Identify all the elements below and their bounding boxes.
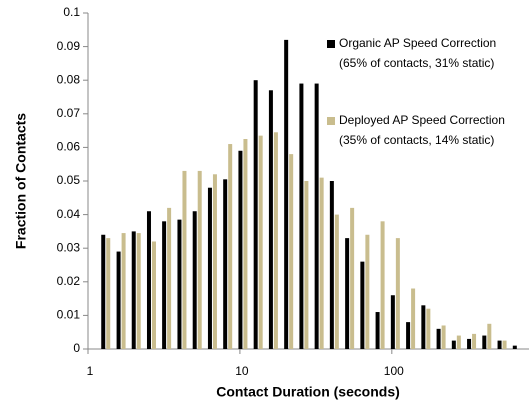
x-tick-label: 1 — [87, 364, 94, 378]
y-tick-label: 0.01 — [57, 308, 81, 322]
bar — [273, 132, 278, 349]
y-axis-title: Fraction of Contacts — [13, 113, 29, 249]
bar — [177, 219, 182, 349]
bar — [319, 177, 324, 349]
bar — [268, 90, 273, 349]
bar — [345, 238, 350, 349]
bar — [456, 335, 461, 349]
bar — [411, 288, 416, 349]
bar — [131, 231, 136, 349]
y-tick-label: 0.05 — [57, 173, 81, 187]
x-tick-label: 10 — [235, 364, 249, 378]
y-tick-label: 0.06 — [57, 140, 81, 154]
y-tick-label: 0.1 — [63, 5, 80, 19]
bar — [426, 308, 431, 349]
bar — [487, 323, 492, 349]
bar — [436, 328, 441, 349]
bar — [238, 150, 243, 349]
bar — [192, 211, 197, 349]
bar — [223, 179, 228, 349]
bar — [101, 234, 106, 349]
y-tick-label: 0.04 — [57, 207, 81, 221]
legend-label: Organic AP Speed Correction — [339, 36, 496, 50]
y-tick-label: 0.02 — [57, 274, 81, 288]
legend-subtitle: (35% of contacts, 14% static) — [339, 133, 494, 147]
y-tick-label: 0 — [73, 341, 80, 355]
x-axis-title: Contact Duration (seconds) — [216, 384, 400, 400]
bar — [106, 238, 111, 349]
y-tick-label: 0.07 — [57, 106, 81, 120]
bar — [365, 234, 370, 349]
x-tick-label: 100 — [384, 364, 404, 378]
bar — [502, 340, 507, 349]
bar — [253, 80, 258, 349]
legend-subtitle: (65% of contacts, 31% static) — [339, 56, 494, 70]
bar — [299, 83, 304, 349]
bar — [121, 233, 126, 349]
bar — [406, 322, 411, 349]
bar — [441, 325, 446, 349]
bar — [182, 170, 187, 349]
bar — [258, 135, 263, 349]
bar — [360, 261, 365, 349]
legend-label: Deployed AP Speed Correction — [339, 113, 505, 127]
bar — [380, 221, 385, 349]
bar — [497, 340, 502, 349]
bar — [197, 170, 202, 349]
y-tick-label: 0.08 — [57, 72, 81, 86]
bar — [162, 221, 167, 349]
legend-swatch — [327, 40, 335, 48]
bar — [421, 305, 426, 349]
y-tick-label: 0.09 — [57, 39, 81, 53]
bar — [207, 187, 212, 349]
bar — [284, 39, 289, 349]
y-tick-label: 0.03 — [57, 240, 81, 254]
bar — [512, 345, 517, 349]
bar — [136, 233, 141, 349]
bar — [243, 139, 248, 349]
bar — [116, 251, 121, 349]
bar — [395, 238, 400, 349]
bar — [467, 338, 472, 349]
bar — [390, 295, 395, 349]
bar — [350, 207, 355, 349]
bar — [146, 211, 151, 349]
bar — [228, 144, 233, 349]
bar — [167, 207, 172, 349]
bar — [304, 181, 309, 349]
legend-swatch — [327, 117, 335, 125]
bar — [329, 181, 334, 349]
bar — [375, 312, 380, 349]
bar — [151, 241, 156, 349]
bar — [212, 174, 217, 349]
bar — [314, 83, 319, 349]
bar — [482, 335, 487, 349]
bar — [289, 154, 294, 349]
bar — [334, 214, 339, 349]
bar — [451, 340, 456, 349]
bar — [472, 333, 477, 349]
